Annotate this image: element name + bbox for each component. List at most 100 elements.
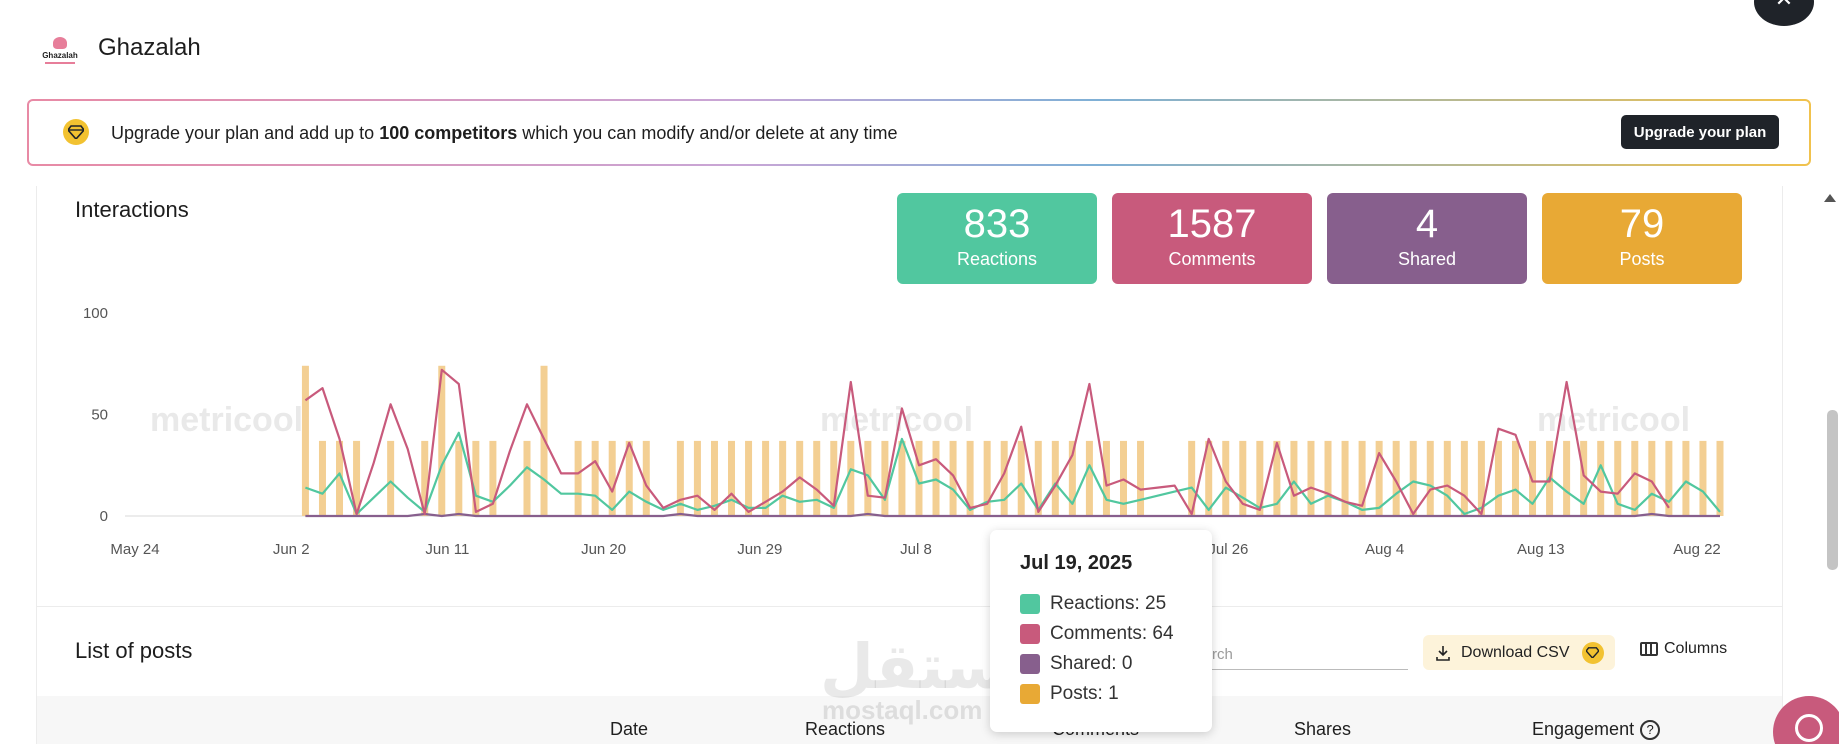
reactions-swatch <box>1020 594 1040 614</box>
posts-bar <box>1682 440 1690 516</box>
x-tick-label: Jun 11 <box>425 541 469 558</box>
posts-bar <box>318 440 326 516</box>
tooltip-date: Jul 19, 2025 <box>1020 552 1133 574</box>
stat-value: 833 <box>963 202 1031 246</box>
y-tick-label: 50 <box>91 407 108 424</box>
posts-bar <box>693 440 701 516</box>
posts-bar <box>1392 440 1400 516</box>
posts-bar <box>1460 440 1468 516</box>
stat-reactions: 833 Reactions <box>897 193 1097 284</box>
reactions-line <box>305 431 1721 516</box>
posts-bar <box>1000 440 1008 516</box>
posts-bar <box>1716 440 1724 516</box>
posts-bar <box>1375 440 1383 516</box>
upgrade-message-pre: Upgrade your plan and add up to <box>111 123 380 143</box>
stat-shared: 4 Shared <box>1327 193 1527 284</box>
tooltip-row-posts: Posts: 1 <box>1020 679 1212 709</box>
upgrade-plan-button[interactable]: Upgrade your plan <box>1621 115 1779 149</box>
close-icon: ✕ <box>1775 0 1793 12</box>
x-tick-label: Jul 8 <box>900 541 932 558</box>
upgrade-banner: Upgrade your plan and add up to 100 comp… <box>27 99 1811 166</box>
posts-bar <box>1648 440 1656 516</box>
comments-swatch <box>1020 624 1040 644</box>
tooltip-pointer <box>1106 520 1122 528</box>
columns-label: Columns <box>1664 640 1728 657</box>
posts-bar <box>745 440 753 516</box>
posts-bar <box>1188 440 1196 516</box>
close-button[interactable]: ✕ <box>1754 0 1814 26</box>
posts-bar <box>489 440 497 516</box>
site-watermark-url: mostaql.com <box>822 695 983 725</box>
posts-bar <box>1443 440 1451 516</box>
logo-text: Ghazalah <box>42 50 78 60</box>
posts-bar <box>642 440 650 516</box>
column-header-reactions[interactable]: Reactions <box>805 719 886 739</box>
posts-bar <box>1494 440 1502 516</box>
tooltip-row-comments: Comments: 64 <box>1020 619 1212 649</box>
posts-bar <box>898 440 906 516</box>
posts-bar <box>1341 440 1349 516</box>
stat-value: 4 <box>1415 202 1439 246</box>
x-tick-label: Jun 29 <box>737 541 782 558</box>
posts-bar <box>1290 440 1298 516</box>
posts-bar <box>1631 440 1639 516</box>
posts-bar <box>1239 440 1247 516</box>
tooltip-row-text: Reactions: 25 <box>1050 593 1167 614</box>
posts-bar <box>1699 440 1707 516</box>
interactions-title: Interactions <box>75 197 189 222</box>
scroll-up-arrow[interactable] <box>1824 194 1836 202</box>
posts-bar <box>336 440 344 516</box>
help-icon[interactable]: ? <box>1640 720 1661 740</box>
download-icon <box>1436 645 1450 661</box>
posts-bar <box>1409 440 1417 516</box>
premium-diamond-icon <box>1581 641 1604 664</box>
x-tick-label: Aug 22 <box>1673 541 1721 558</box>
x-tick-label: May 24 <box>110 541 159 558</box>
posts-bar <box>1324 440 1332 516</box>
stat-label: Reactions <box>956 249 1038 269</box>
columns-button[interactable]: Columns <box>1640 640 1727 658</box>
posts-bar <box>387 440 395 516</box>
posts-bar <box>1665 440 1673 516</box>
posts-bar <box>1034 440 1042 516</box>
posts-bar <box>830 440 838 516</box>
posts-bar <box>1256 440 1264 516</box>
column-header-engagement[interactable]: Engagement? <box>1532 719 1661 740</box>
tooltip-row-text: Posts: 1 <box>1050 683 1119 704</box>
posts-bar <box>438 365 446 516</box>
posts-bar <box>421 440 429 516</box>
download-csv-button[interactable]: Download CSV <box>1423 635 1615 670</box>
posts-bar <box>353 440 361 516</box>
posts-bar <box>983 440 991 516</box>
scrollbar-thumb[interactable] <box>1827 410 1838 570</box>
posts-table-header <box>37 696 1782 744</box>
column-header-shares[interactable]: Shares <box>1294 719 1352 739</box>
stat-comments: 1587 Comments <box>1112 193 1312 284</box>
x-tick-label: Aug 4 <box>1365 541 1404 558</box>
posts-bar <box>1477 440 1485 516</box>
header: Ghazalah Ghazalah ✕ <box>0 0 1839 98</box>
tooltip-row-text: Comments: 64 <box>1050 623 1174 644</box>
shared-line <box>305 512 1720 518</box>
posts-bar <box>608 440 616 516</box>
column-header-date[interactable]: Date <box>610 719 649 739</box>
stat-label: Comments <box>1168 249 1256 269</box>
posts-bar <box>1051 440 1059 516</box>
stat-posts: 79 Posts <box>1542 193 1742 284</box>
posts-bar <box>1068 440 1076 516</box>
stat-label: Shared <box>1397 249 1457 269</box>
posts-bar <box>574 440 582 516</box>
posts-bar <box>1563 440 1571 516</box>
posts-bar <box>455 440 463 516</box>
stat-label: Posts <box>1619 249 1665 269</box>
y-tick-label: 100 <box>83 305 108 322</box>
posts-search-input[interactable]: rch <box>1140 640 1408 670</box>
y-tick-label: 0 <box>100 508 108 525</box>
assistant-icon <box>1795 714 1823 742</box>
posts-bar <box>301 365 309 516</box>
brand-name: Ghazalah <box>98 34 201 61</box>
posts-swatch <box>1020 684 1040 704</box>
posts-bar <box>1017 440 1025 516</box>
posts-bar <box>710 440 718 516</box>
